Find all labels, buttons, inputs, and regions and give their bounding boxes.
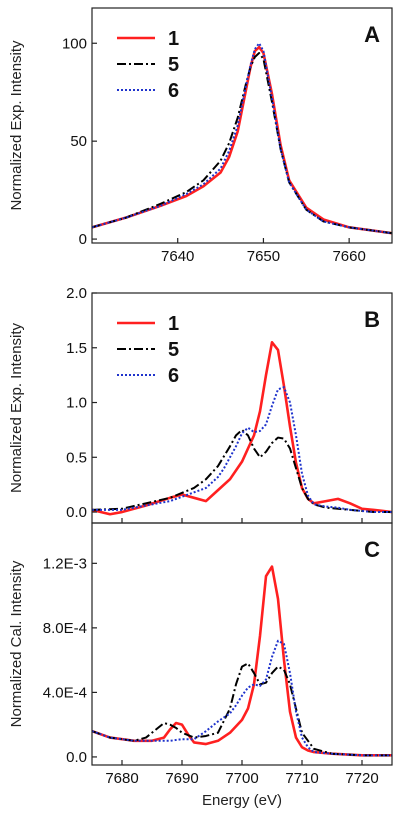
panel-b: 0.0 0.5 1.0 1.5 2.0 Normalized Exp. Intensity… xyxy=(8,285,393,524)
y-axis-label: Normalized Cal. Intensity xyxy=(8,560,25,727)
legend-label: 1 xyxy=(168,313,179,335)
plot-frame xyxy=(91,292,393,524)
x-tick-label: 7680 xyxy=(105,770,138,787)
y-tick-label: 50 xyxy=(70,133,87,150)
plot-frame xyxy=(91,522,393,766)
y-tick-label: 100 xyxy=(62,35,87,52)
panel-a: 7640 7650 7660 0 50 100 Normalized Exp. Intens… xyxy=(8,7,393,265)
x-tick-label: 7640 xyxy=(161,248,194,265)
y-tick-label: 0.5 xyxy=(66,449,87,466)
series-6-line xyxy=(92,386,392,514)
panel-label: A xyxy=(364,22,380,47)
legend-label: 6 xyxy=(168,365,179,387)
series-5-line xyxy=(92,52,392,235)
y-tick-label: 0 xyxy=(79,231,87,248)
x-tick-label: 7720 xyxy=(345,770,378,787)
y-tick-label: 0.0 xyxy=(66,749,87,766)
y-tick-label: 1.0 xyxy=(66,395,87,412)
x-tick-label: 7690 xyxy=(165,770,198,787)
y-tick-label: 8.0E-4 xyxy=(43,620,87,637)
y-axis-label: Normalized Exp. Intensity xyxy=(8,322,25,493)
legend-label: 1 xyxy=(168,28,179,50)
y-tick-label: 1.5 xyxy=(66,340,87,357)
series-1-line xyxy=(92,565,392,757)
panel-c: 7680 7690 7700 7710 7720 0.0 4.0E-4 8.0E-4 1.2E-… xyxy=(8,522,393,809)
series-6-line xyxy=(92,639,392,757)
series-5-line xyxy=(92,428,392,514)
x-tick-label: 7650 xyxy=(247,248,280,265)
series-6-line xyxy=(92,42,392,235)
x-tick-label: 7710 xyxy=(285,770,318,787)
panel-label: C xyxy=(364,537,380,562)
legend-label: 5 xyxy=(168,54,179,76)
legend-label: 6 xyxy=(168,80,179,102)
x-tick-label: 7660 xyxy=(332,248,365,265)
x-axis-label: Energy (eV) xyxy=(202,792,282,809)
y-axis-label: Normalized Exp. Intensity xyxy=(8,40,25,211)
plot-frame xyxy=(91,7,393,244)
series-1-line xyxy=(92,340,392,516)
y-tick-label: 0.0 xyxy=(66,504,87,521)
panel-label: B xyxy=(364,307,380,332)
series-1-line xyxy=(92,45,392,235)
y-tick-label: 2.0 xyxy=(66,285,87,302)
y-tick-label: 1.2E-3 xyxy=(43,555,87,572)
y-tick-label: 4.0E-4 xyxy=(43,684,87,701)
x-tick-label: 7700 xyxy=(225,770,258,787)
series-5-line xyxy=(92,662,392,757)
legend-label: 5 xyxy=(168,339,179,361)
